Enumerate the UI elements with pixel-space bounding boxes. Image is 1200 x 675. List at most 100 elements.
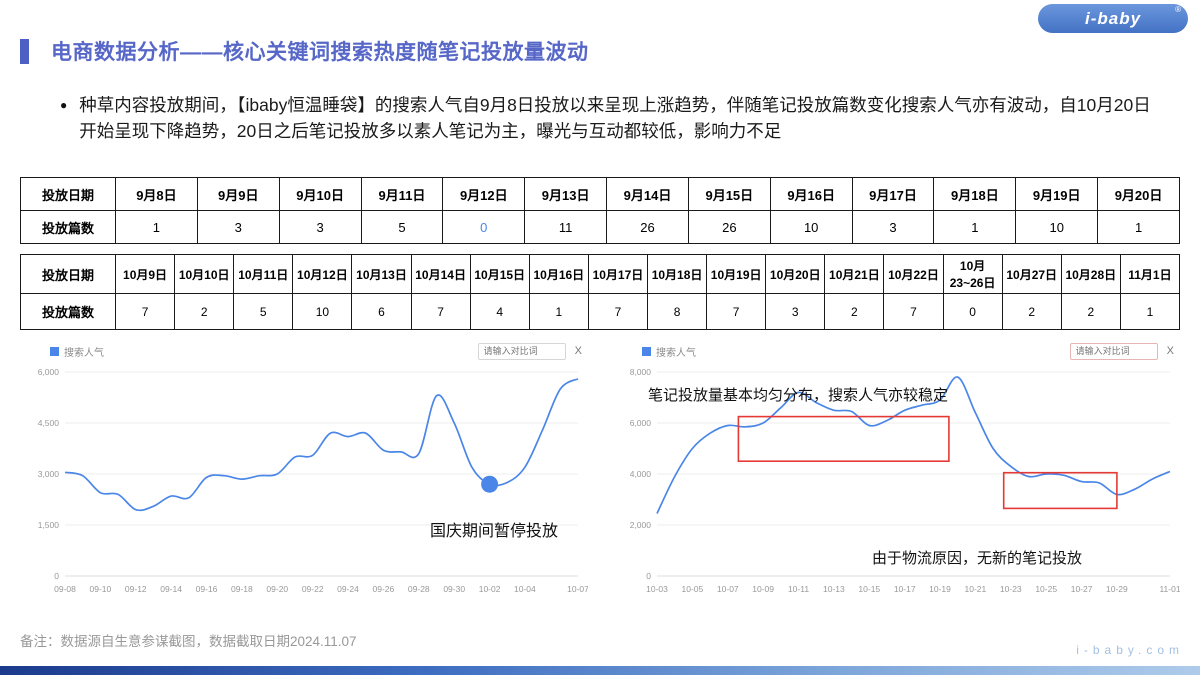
count-cell: 5 (233, 293, 294, 330)
charts-row: 搜索人气 X 0 1,500 3,000 4,500 6,000 09-08 09-10 09… (20, 342, 1180, 604)
ibaby-logo: i-baby ® (1038, 4, 1188, 33)
posting-table-september: 投放日期 9月8日 9月9日 9月10日 9月11日 9月12日 9月13日 9月14日 9月1… (20, 177, 1180, 244)
title-row: 电商数据分析——核心关键词搜索热度随笔记投放量波动 (20, 36, 589, 66)
count-cell: 5 (360, 210, 444, 244)
x-tick-label: 10-13 (823, 584, 845, 594)
close-icon[interactable]: X (1166, 345, 1174, 357)
y-tick-label: 6,000 (38, 367, 60, 377)
logo-text: i-baby (1084, 8, 1142, 28)
date-cell: 9月18日 (933, 177, 1017, 211)
legend-swatch-icon (50, 346, 59, 356)
count-cell: 2 (1060, 293, 1121, 330)
count-cell: 1 (528, 293, 589, 330)
x-tick-label: 10-04 (514, 584, 536, 594)
x-tick-label: 10-07 (717, 584, 739, 594)
compare-keyword-input[interactable] (1069, 342, 1158, 360)
compare-keyword-input[interactable] (477, 342, 566, 360)
count-cell: 26 (687, 210, 771, 244)
x-tick-label: 10-19 (929, 584, 951, 594)
date-cell: 9月11日 (360, 177, 444, 211)
count-cell: 4 (469, 293, 530, 330)
count-cell: 1 (1097, 210, 1180, 244)
date-cell: 10月22日 (883, 254, 944, 294)
x-tick-label: 09-10 (90, 584, 112, 594)
series-line (64, 378, 579, 512)
date-cell: 10月13日 (351, 254, 412, 294)
row-header-count: 投放篇数 (20, 293, 116, 330)
y-tick-label: 0 (646, 571, 651, 581)
line-chart-september: 0 1,500 3,000 4,500 6,000 09-08 09-10 09-12 09-1… (38, 367, 588, 594)
count-cell: 10 (1015, 210, 1099, 244)
row-header-count: 投放篇数 (20, 210, 116, 244)
y-tick-label: 8,000 (630, 367, 652, 377)
count-cell: 7 (587, 293, 648, 330)
bullet-marker: ● (60, 98, 68, 112)
legend-label: 搜索人气 (64, 347, 104, 359)
x-tick-label: 09-24 (337, 584, 359, 594)
count-cell: 7 (883, 293, 944, 330)
date-cell: 9月10日 (278, 177, 362, 211)
x-tick-label: 10-11 (788, 584, 809, 594)
series-line (656, 376, 1171, 514)
x-tick-label: 10-15 (858, 584, 880, 594)
annotation-national-day: 国庆期间暂停投放 (430, 523, 559, 540)
y-tick-label: 6,000 (630, 418, 652, 428)
title-accent-bar (20, 38, 29, 64)
close-icon[interactable]: X (574, 345, 582, 357)
x-tick-label: 10-07 (567, 584, 588, 594)
date-cell: 10月21日 (824, 254, 885, 294)
row-header-date: 投放日期 (20, 177, 116, 211)
summary-paragraph: ● 种草内容投放期间，【ibaby恒温睡袋】的搜索人气自9月8日投放以来呈现上涨… (60, 92, 1160, 145)
count-cell: 2 (1001, 293, 1062, 330)
count-cell: 26 (606, 210, 689, 244)
legend: 搜索人气 (50, 344, 104, 359)
date-cell: 9月12日 (442, 177, 526, 211)
x-tick-label: 09-08 (54, 584, 76, 594)
registered-trademark-icon: ® (1175, 5, 1181, 14)
count-cell: 2 (174, 293, 235, 330)
x-tick-label: 10-27 (1071, 584, 1093, 594)
count-cell: 3 (851, 210, 935, 244)
date-cell: 10月28日 (1060, 254, 1121, 294)
x-tick-label: 11-01 (1159, 584, 1180, 594)
date-cell: 10月15日 (469, 254, 530, 294)
y-tick-label: 2,000 (630, 520, 652, 530)
chart-panel-september: 搜索人气 X 0 1,500 3,000 4,500 6,000 09-08 09-10 09… (20, 342, 588, 604)
date-cell: 9月15日 (687, 177, 771, 211)
count-cell: 8 (646, 293, 708, 330)
date-cell: 11月1日 (1119, 254, 1181, 294)
count-cell: 0 (442, 210, 526, 244)
compare-box: X (477, 342, 582, 360)
chart-panel-october: 搜索人气 X 0 2,000 4,000 6,000 8,000 10-03 10-05 10… (612, 342, 1180, 604)
y-tick-label: 3,000 (38, 469, 60, 479)
count-cell: 1 (1119, 293, 1181, 330)
count-cell: 2 (824, 293, 885, 330)
x-tick-label: 10-21 (965, 584, 987, 594)
y-tick-label: 0 (54, 571, 59, 581)
page-title: 电商数据分析——核心关键词搜索热度随笔记投放量波动 (51, 41, 589, 64)
date-cell: 10月20日 (765, 254, 826, 294)
date-cell: 10月12日 (292, 254, 353, 294)
date-cell: 9月9日 (196, 177, 280, 211)
count-cell: 1 (115, 210, 198, 244)
date-cell: 9月17日 (851, 177, 935, 211)
x-tick-label: 09-22 (302, 584, 324, 594)
date-cell: 9月8日 (115, 177, 198, 211)
x-tick-label: 10-17 (894, 584, 916, 594)
count-cell: 7 (114, 293, 176, 330)
y-tick-label: 4,500 (38, 418, 60, 428)
date-cell: 9月19日 (1015, 177, 1099, 211)
count-cell: 3 (765, 293, 826, 330)
date-cell: 10月10日 (174, 254, 235, 294)
x-tick-label: 09-30 (443, 584, 465, 594)
x-tick-label: 10-09 (752, 584, 774, 594)
date-cell: 10月18日 (646, 254, 708, 294)
highlight-box (737, 415, 950, 462)
footer-url: i-baby.com (1076, 643, 1184, 657)
legend: 搜索人气 (642, 344, 696, 359)
date-cell: 9月13日 (524, 177, 608, 211)
y-tick-label: 1,500 (38, 520, 60, 530)
date-cell: 10月19日 (706, 254, 767, 294)
x-tick-label: 09-28 (408, 584, 430, 594)
